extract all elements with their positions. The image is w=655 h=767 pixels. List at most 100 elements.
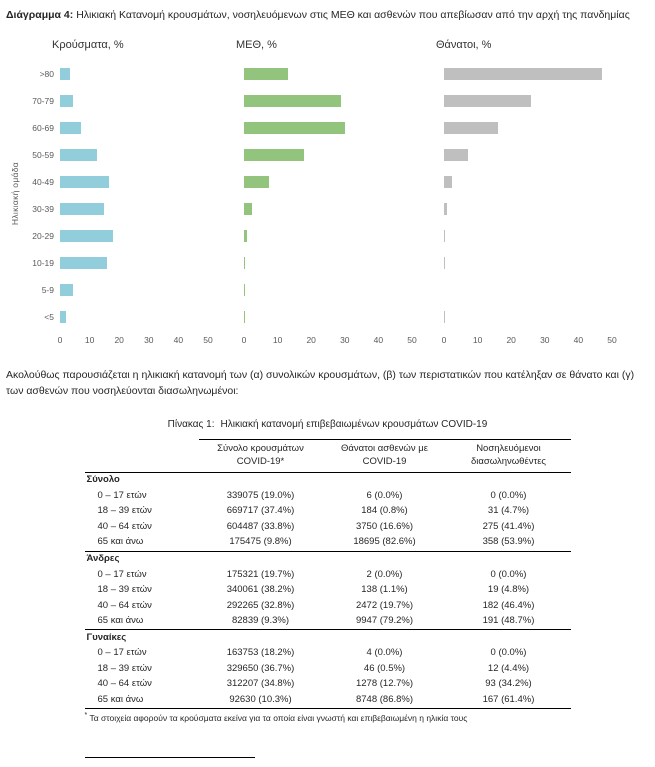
data-cell: 3750 (16.6%) [355,520,414,532]
data-cell: 312207 (34.8%) [226,678,295,690]
bar-row [60,61,208,88]
bar [244,284,245,297]
bar-row [244,304,412,331]
chart-title-deaths: Θάνατοι, % [436,38,492,51]
data-cell: 82839 (9.3%) [231,615,290,627]
x-tick-label: 20 [506,334,516,345]
bar-row [444,115,612,142]
x-tick-label: 40 [373,334,384,345]
bar [444,68,602,81]
data-cell: 1278 (12.7%) [355,678,414,690]
chart-cases: Κρούσματα, % 0 10 20 30 40 50 [52,39,213,349]
data-cell: 138 (1.1%) [361,584,408,596]
data-cell: 184 (0.8%) [361,505,408,517]
x-axis-cases: 0 10 20 30 40 50 [57,334,213,349]
bar-row [60,223,208,250]
column-header: Νοσηλευόμενοι διασωληνωθέντες [446,439,571,473]
column-header: Σύνολο κρουσμάτων COVID-19* [198,439,323,473]
empty-cell [198,471,323,489]
table-footnote: * Τα στοιχεία αφορούν τα κρούσματα εκείν… [85,712,571,723]
empty-cell [198,550,323,568]
data-cell: 0 (0.0%) [490,568,527,580]
figure-charts: Ηλικιακή ομάδα >80 70-79 60-69 50-59 40-49 30… [8,39,649,349]
x-tick-label: 0 [57,334,63,345]
table-data-row: 40 – 64 ετών 604487 (33.8%) 3750 (16.6%) 27… [85,519,571,535]
table-section-row: Σύνολο [84,471,571,489]
bar-row [244,196,412,223]
x-tick-label: 10 [84,334,95,345]
x-tick-label: 0 [241,334,247,345]
x-tick-label: 10 [472,334,483,345]
section-name: Σύνολο [84,471,199,489]
age-group-label: 10-19 [32,257,54,268]
age-range-label: 65 και άνω [84,692,199,709]
chart-title-cases: Κρούσματα, % [52,38,124,51]
data-cell: 0 (0.0%) [490,489,527,501]
empty-cell [198,629,323,646]
x-tick-label: 10 [272,334,283,345]
bar [444,122,498,135]
table-data-row: 65 και άνω 175475 (9.8%) 18695 (82.6%) 358 … [85,535,571,551]
bar-row [444,61,612,88]
bar-row [444,223,612,250]
bar-row [444,250,612,277]
bar-row [444,88,612,115]
bar-row [244,223,412,250]
x-tick-label: 50 [203,334,213,345]
data-cell: 6 (0.0%) [366,489,403,501]
bar-row [60,250,208,277]
data-cell: 46 (0.5%) [363,662,406,674]
age-range-label: 18 – 39 ετών [97,662,152,674]
empty-cell [446,629,571,646]
y-axis-label-wrap: Ηλικιακή ομάδα [8,39,22,349]
age-group-label: 70-79 [32,95,54,106]
table-caption-text: Ηλικιακή κατανομή επιβεβαιωμένων κρουσμά… [220,419,488,431]
data-cell: 175475 (9.8%) [229,536,292,548]
empty-cell [446,550,571,568]
chart-icu: ΜΕΘ, % 0 10 20 30 40 50 [236,39,417,349]
age-group-label: 40-49 [32,176,54,187]
age-range-label: 18 – 39 ετών [97,505,152,517]
bar-row [444,277,612,304]
data-cell: 12 (4.4%) [487,662,530,674]
data-cell: 175321 (19.7%) [226,568,295,580]
age-range-label: 0 – 17 ετών [97,647,147,659]
age-range-label: 0 – 17 ετών [97,568,147,580]
x-tick-label: 20 [114,334,124,345]
age-group-label: <5 [44,311,54,322]
plot-area-deaths [444,61,612,331]
bar [60,284,74,297]
age-group-label: >80 [39,68,54,79]
plot-area-cases [60,61,208,331]
bar [244,230,248,243]
age-range-label: 65 και άνω [97,536,144,548]
age-group-label: 5-9 [41,284,54,295]
x-tick-label: 50 [407,334,417,345]
bar [444,203,448,216]
plot-area-icu [244,61,412,331]
footnote-separator [85,757,255,758]
bar [444,95,532,108]
bar [244,149,305,162]
bar-row [244,115,412,142]
bar [60,149,97,162]
bar [60,95,74,108]
table-data-row: 18 – 39 ετών 329650 (36.7%) 46 (0.5%) 12 (4… [85,661,571,677]
age-group-label: 60-69 [32,122,54,133]
x-tick-label: 30 [340,334,350,345]
x-tick-label: 30 [144,334,154,345]
age-range-label: 18 – 39 ετών [97,584,152,596]
table-caption-label: Πίνακας 1: [167,419,215,431]
figure-title: Διάγραμμα 4: Ηλικιακή Κατανομή κρουσμάτω… [6,8,649,23]
table-data-row: 65 και άνω 92630 (10.3%) 8748 (86.8%) 167 (… [84,692,571,709]
empty-cell [322,471,447,489]
bar-row [444,304,612,331]
bar-row [244,169,412,196]
bar [444,149,468,162]
bar-row [60,88,208,115]
table-data-row: 0 – 17 ετών 175321 (19.7%) 2 (0.0%) 0 (0.0%… [85,567,571,583]
section-name: Γυναίκες [84,629,199,646]
age-group-label: 30-39 [32,203,54,214]
x-tick-label: 20 [306,334,316,345]
